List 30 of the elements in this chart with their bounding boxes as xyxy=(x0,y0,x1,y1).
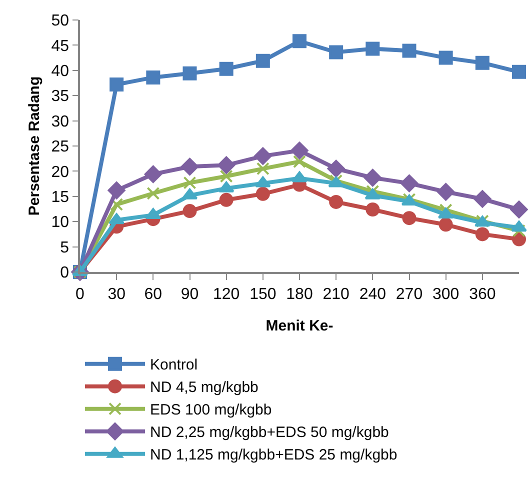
legend-label: ND 4,5 mg/kgbb xyxy=(150,379,258,396)
y-tick-label: 15 xyxy=(51,189,70,206)
x-tick-label: 180 xyxy=(286,286,313,303)
y-tick-label: 0 xyxy=(60,264,70,282)
y-tick-label: 30 xyxy=(51,113,70,130)
y-axis-title: Persentase Radang xyxy=(26,76,44,216)
x-tick-label: 240 xyxy=(359,286,386,303)
legend-label: ND 1,125 mg/kgbb+EDS 25 mg/kgbb xyxy=(150,446,398,464)
x-tick-label: 60 xyxy=(144,286,162,303)
x-tick-label: 0 xyxy=(76,286,85,303)
x-tick-label: 270 xyxy=(396,286,423,303)
x-axis-title: Menit Ke- xyxy=(266,317,334,334)
y-tick-label: 50 xyxy=(51,12,70,30)
x-tick-label: 300 xyxy=(432,286,460,303)
y-tick-label: 25 xyxy=(51,138,70,156)
y-tick-label: 20 xyxy=(51,164,70,181)
x-tick-label: 360 xyxy=(469,286,496,303)
y-tick-label: 5 xyxy=(60,239,70,256)
x-tick-label: 120 xyxy=(212,286,240,303)
x-tick-label: 210 xyxy=(322,286,350,303)
x-tick-label: 150 xyxy=(250,286,276,303)
x-tick-label: 30 xyxy=(108,286,126,303)
x-tick-label: 90 xyxy=(180,286,199,303)
y-tick-label: 35 xyxy=(51,88,70,106)
y-tick-label: 45 xyxy=(51,38,70,55)
y-tick-label: 40 xyxy=(51,63,70,80)
legend-label: EDS 100 mg/kgbb xyxy=(150,402,272,419)
legend-label: ND 2,25 mg/kgbb+EDS 50 mg/kgbb xyxy=(150,424,389,442)
legend-label: Kontrol xyxy=(150,356,198,374)
y-tick-label: 10 xyxy=(51,214,70,232)
